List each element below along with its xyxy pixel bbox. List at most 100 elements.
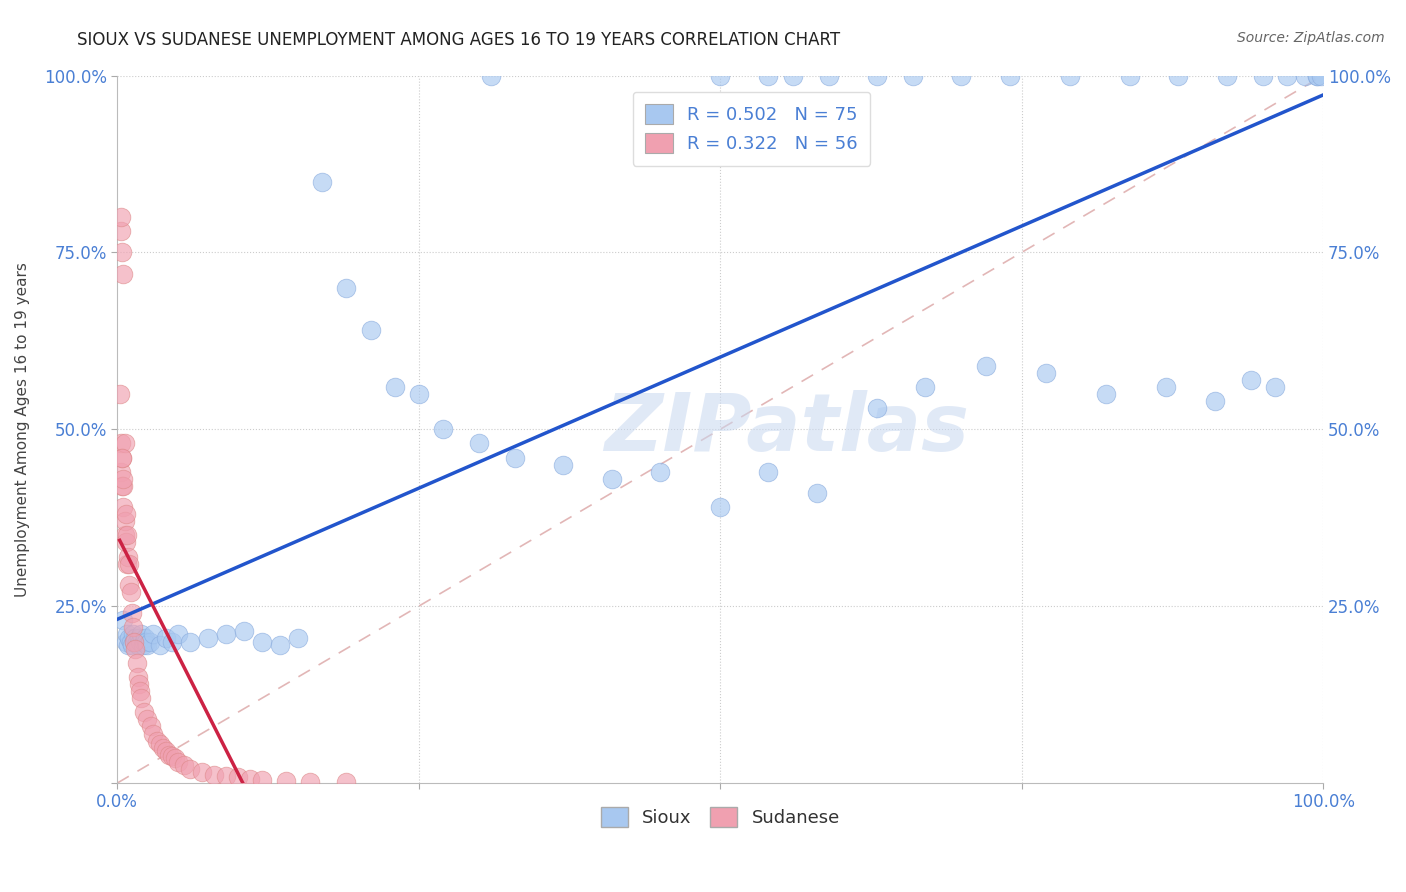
- Point: [114, 535, 136, 549]
- Point: [360, 323, 382, 337]
- Point: [127, 670, 149, 684]
- Point: [1119, 69, 1142, 83]
- Point: [197, 631, 219, 645]
- Point: [136, 638, 159, 652]
- Point: [124, 631, 146, 645]
- Text: SIOUX VS SUDANESE UNEMPLOYMENT AMONG AGES 16 TO 19 YEARS CORRELATION CHART: SIOUX VS SUDANESE UNEMPLOYMENT AMONG AGE…: [77, 31, 841, 49]
- Point: [914, 380, 936, 394]
- Point: [866, 401, 889, 415]
- Y-axis label: Unemployment Among Ages 16 to 19 years: Unemployment Among Ages 16 to 19 years: [15, 262, 30, 597]
- Point: [1275, 69, 1298, 83]
- Text: ZIPatlas: ZIPatlas: [605, 391, 969, 468]
- Point: [132, 706, 155, 720]
- Point: [110, 210, 132, 224]
- Point: [648, 465, 671, 479]
- Point: [1294, 69, 1316, 83]
- Point: [817, 69, 839, 83]
- Point: [276, 773, 298, 788]
- Point: [110, 436, 132, 450]
- Point: [117, 638, 139, 652]
- Point: [122, 620, 145, 634]
- Point: [160, 749, 183, 764]
- Point: [129, 634, 152, 648]
- Point: [111, 450, 134, 465]
- Point: [157, 747, 180, 762]
- Point: [142, 627, 165, 641]
- Point: [287, 631, 309, 645]
- Point: [135, 634, 157, 648]
- Point: [998, 69, 1021, 83]
- Point: [112, 500, 135, 515]
- Point: [974, 359, 997, 373]
- Point: [129, 684, 152, 698]
- Point: [553, 458, 575, 472]
- Point: [121, 638, 143, 652]
- Point: [299, 774, 322, 789]
- Point: [179, 762, 201, 776]
- Point: [112, 267, 135, 281]
- Point: [125, 634, 148, 648]
- Point: [758, 69, 780, 83]
- Point: [115, 627, 138, 641]
- Point: [1204, 394, 1226, 409]
- Point: [709, 69, 731, 83]
- Point: [131, 691, 153, 706]
- Point: [250, 772, 273, 787]
- Point: [709, 500, 731, 515]
- Point: [215, 627, 238, 641]
- Point: [108, 387, 131, 401]
- Point: [1035, 366, 1057, 380]
- Point: [139, 634, 162, 648]
- Point: [114, 514, 136, 528]
- Legend: Sioux, Sudanese: Sioux, Sudanese: [593, 800, 846, 834]
- Point: [131, 638, 153, 652]
- Point: [112, 613, 135, 627]
- Point: [179, 634, 201, 648]
- Point: [120, 585, 142, 599]
- Point: [1264, 380, 1286, 394]
- Point: [111, 479, 134, 493]
- Point: [1251, 69, 1274, 83]
- Point: [806, 486, 828, 500]
- Point: [111, 450, 134, 465]
- Point: [160, 634, 183, 648]
- Point: [118, 578, 141, 592]
- Point: [110, 224, 132, 238]
- Point: [136, 712, 159, 726]
- Point: [115, 557, 138, 571]
- Point: [1309, 69, 1331, 83]
- Point: [1167, 69, 1189, 83]
- Point: [139, 719, 162, 733]
- Point: [432, 422, 454, 436]
- Point: [111, 245, 134, 260]
- Point: [758, 465, 780, 479]
- Point: [866, 69, 889, 83]
- Point: [121, 606, 143, 620]
- Point: [901, 69, 924, 83]
- Point: [215, 769, 238, 783]
- Point: [122, 634, 145, 648]
- Point: [1059, 69, 1081, 83]
- Point: [165, 751, 187, 765]
- Point: [1306, 69, 1329, 83]
- Point: [155, 744, 177, 758]
- Point: [166, 627, 188, 641]
- Point: [335, 281, 357, 295]
- Point: [226, 771, 249, 785]
- Point: [124, 641, 146, 656]
- Point: [269, 638, 291, 652]
- Point: [166, 755, 188, 769]
- Point: [132, 634, 155, 648]
- Point: [118, 631, 141, 645]
- Point: [115, 528, 138, 542]
- Point: [128, 677, 150, 691]
- Point: [311, 175, 333, 189]
- Point: [1240, 373, 1263, 387]
- Point: [202, 767, 225, 781]
- Point: [782, 69, 804, 83]
- Point: [131, 627, 153, 641]
- Point: [479, 69, 502, 83]
- Point: [117, 549, 139, 564]
- Point: [114, 634, 136, 648]
- Point: [114, 436, 136, 450]
